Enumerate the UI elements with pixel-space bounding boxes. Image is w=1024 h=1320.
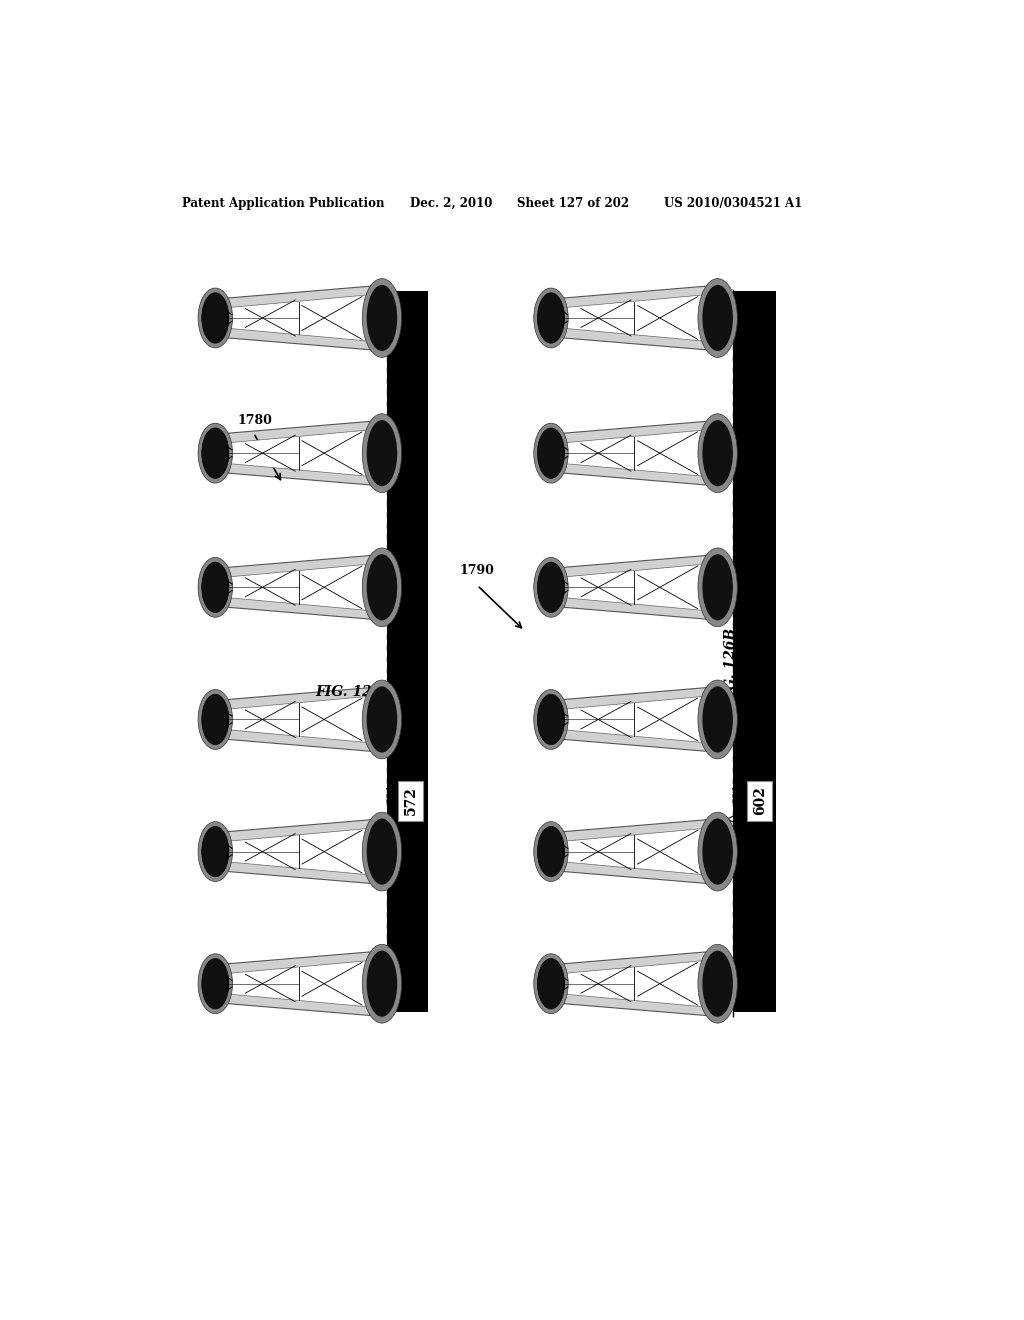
Polygon shape [228, 696, 374, 743]
Ellipse shape [203, 828, 228, 875]
Ellipse shape [362, 548, 401, 627]
Ellipse shape [538, 826, 564, 876]
Polygon shape [551, 686, 718, 752]
Ellipse shape [534, 288, 568, 348]
Text: FIG. 126A: FIG. 126A [315, 685, 393, 700]
Polygon shape [215, 686, 382, 752]
Polygon shape [215, 285, 382, 351]
Polygon shape [564, 429, 710, 477]
Text: US 2010/0304521 A1: US 2010/0304521 A1 [664, 197, 802, 210]
Ellipse shape [538, 293, 564, 343]
Text: Sheet 127 of 202: Sheet 127 of 202 [517, 197, 629, 210]
Ellipse shape [698, 413, 737, 492]
Polygon shape [228, 564, 374, 611]
Ellipse shape [698, 812, 737, 891]
Ellipse shape [202, 293, 228, 343]
Polygon shape [215, 420, 382, 486]
Ellipse shape [202, 694, 228, 744]
Ellipse shape [198, 424, 232, 483]
Polygon shape [551, 285, 718, 351]
Ellipse shape [202, 428, 228, 478]
Bar [733, 290, 776, 1012]
Polygon shape [215, 818, 382, 884]
Text: 572: 572 [403, 787, 418, 816]
Ellipse shape [534, 689, 568, 750]
Ellipse shape [538, 562, 564, 612]
Text: Patent Application Publication: Patent Application Publication [182, 197, 384, 210]
Polygon shape [215, 554, 382, 620]
Ellipse shape [202, 958, 228, 1008]
Ellipse shape [367, 950, 397, 1016]
Polygon shape [564, 564, 710, 611]
Ellipse shape [367, 554, 397, 620]
Ellipse shape [538, 958, 564, 1008]
Ellipse shape [362, 944, 401, 1023]
Ellipse shape [702, 950, 733, 1016]
Ellipse shape [203, 429, 228, 477]
Polygon shape [215, 950, 382, 1016]
Ellipse shape [539, 564, 564, 611]
Ellipse shape [698, 548, 737, 627]
Ellipse shape [362, 812, 401, 891]
Polygon shape [564, 294, 710, 342]
Polygon shape [564, 960, 710, 1007]
Ellipse shape [534, 954, 568, 1014]
Ellipse shape [203, 696, 228, 743]
Polygon shape [551, 818, 718, 884]
Ellipse shape [702, 285, 733, 351]
Ellipse shape [367, 420, 397, 486]
Text: 1790: 1790 [460, 564, 495, 577]
Ellipse shape [367, 686, 397, 752]
Polygon shape [228, 828, 374, 875]
Text: FIG. 126B: FIG. 126B [724, 627, 738, 706]
Ellipse shape [702, 686, 733, 752]
Ellipse shape [362, 279, 401, 358]
Polygon shape [551, 950, 718, 1016]
Polygon shape [228, 960, 374, 1007]
Polygon shape [564, 828, 710, 875]
Ellipse shape [534, 424, 568, 483]
Ellipse shape [538, 694, 564, 744]
Text: Dec. 2, 2010: Dec. 2, 2010 [410, 197, 493, 210]
Ellipse shape [202, 826, 228, 876]
Ellipse shape [203, 564, 228, 611]
Ellipse shape [198, 821, 232, 882]
Ellipse shape [202, 562, 228, 612]
Polygon shape [228, 294, 374, 342]
Ellipse shape [534, 821, 568, 882]
Ellipse shape [203, 960, 228, 1007]
Ellipse shape [539, 960, 564, 1007]
Ellipse shape [698, 680, 737, 759]
Ellipse shape [702, 420, 733, 486]
Ellipse shape [698, 279, 737, 358]
Ellipse shape [539, 294, 564, 342]
Ellipse shape [367, 285, 397, 351]
Polygon shape [551, 554, 718, 620]
Bar [387, 290, 428, 1012]
Ellipse shape [198, 689, 232, 750]
Polygon shape [551, 420, 718, 486]
Polygon shape [776, 290, 797, 1012]
Ellipse shape [702, 818, 733, 884]
Text: 604: 604 [386, 784, 395, 804]
Ellipse shape [539, 828, 564, 875]
Ellipse shape [539, 696, 564, 743]
Ellipse shape [698, 944, 737, 1023]
Ellipse shape [534, 557, 568, 618]
Polygon shape [564, 696, 710, 743]
Polygon shape [228, 429, 374, 477]
Ellipse shape [362, 413, 401, 492]
Ellipse shape [367, 818, 397, 884]
Ellipse shape [538, 428, 564, 478]
Ellipse shape [198, 288, 232, 348]
Ellipse shape [362, 680, 401, 759]
Ellipse shape [198, 557, 232, 618]
Ellipse shape [203, 294, 228, 342]
Text: 1780: 1780 [238, 414, 272, 428]
Ellipse shape [702, 554, 733, 620]
Ellipse shape [198, 954, 232, 1014]
Text: 602: 602 [753, 787, 767, 816]
Text: 604: 604 [732, 784, 741, 804]
Ellipse shape [539, 429, 564, 477]
